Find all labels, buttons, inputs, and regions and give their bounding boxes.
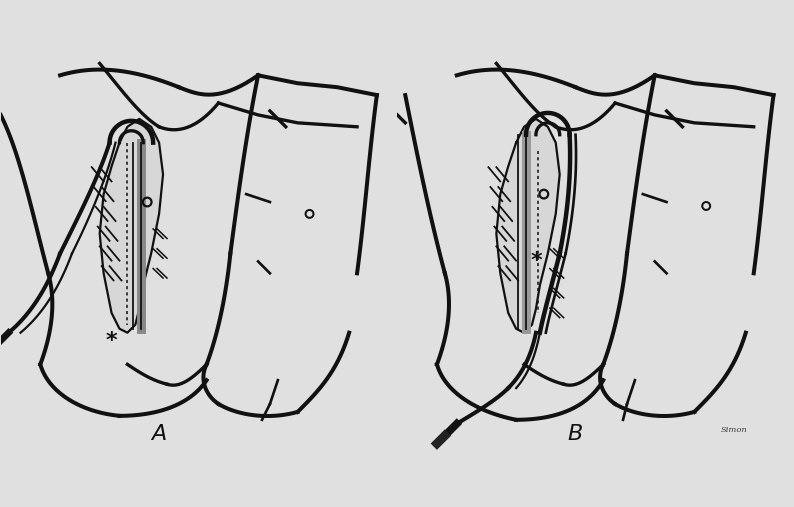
Polygon shape [100, 119, 163, 333]
Text: B: B [568, 424, 583, 444]
Text: Simon: Simon [720, 426, 747, 433]
Text: A: A [152, 424, 167, 444]
Polygon shape [496, 119, 560, 333]
Text: *: * [530, 251, 542, 271]
Text: *: * [106, 331, 118, 351]
